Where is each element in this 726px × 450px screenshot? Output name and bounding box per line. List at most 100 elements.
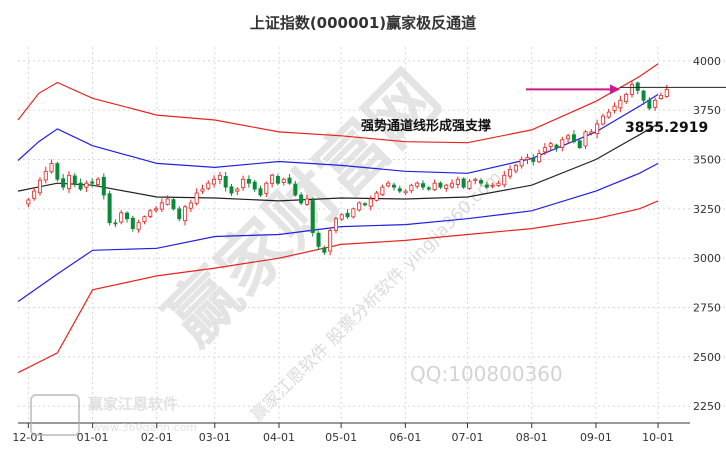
candle-body <box>484 184 489 188</box>
candle-body <box>583 131 588 147</box>
x-tick-label: 12-01 <box>12 431 44 444</box>
candle-body <box>653 99 658 108</box>
x-tick-label: 07-01 <box>452 431 484 444</box>
annotation-text: 强势通道线形成强支撑 <box>361 118 491 134</box>
y-tick-label: 3250 <box>693 203 721 216</box>
candle-body <box>275 176 280 184</box>
x-tick-label: 02-01 <box>141 431 173 444</box>
band-inner-lower <box>17 162 659 303</box>
candle-body <box>84 182 89 188</box>
y-tick-label: 2500 <box>693 351 721 364</box>
candle-body <box>641 90 646 101</box>
candle-body <box>119 212 124 223</box>
candle-body <box>548 143 553 147</box>
candle-body <box>374 192 379 201</box>
x-tick-label: 10-01 <box>642 431 674 444</box>
candle-body <box>450 182 455 188</box>
candle-body <box>444 184 449 189</box>
candle-body <box>43 170 48 181</box>
candle-body <box>293 183 298 196</box>
candle-body <box>595 123 600 135</box>
candle-body <box>502 174 507 186</box>
candle-body <box>432 182 437 191</box>
candle-body <box>322 247 327 253</box>
candle-body <box>467 180 472 189</box>
candle-body <box>542 147 547 153</box>
candle-body <box>618 99 623 109</box>
candle-body <box>473 178 478 181</box>
candle-body <box>107 193 112 224</box>
candle-body <box>78 182 83 190</box>
candle-body <box>125 212 130 220</box>
watermark-big: 赢家财富网 <box>150 55 455 360</box>
x-tick-label: 06-01 <box>389 431 421 444</box>
candle-body <box>519 159 524 167</box>
y-tick-label: 2250 <box>693 400 721 413</box>
candle-body <box>316 232 321 247</box>
candle-body <box>589 131 594 134</box>
candle-body <box>142 216 147 223</box>
candle-body <box>345 212 350 218</box>
candle-body <box>421 183 426 188</box>
candle-body <box>629 84 634 95</box>
candle-body <box>397 188 402 192</box>
y-tick-label: 3000 <box>693 252 721 265</box>
x-tick-label: 09-01 <box>580 431 612 444</box>
candle-body <box>258 188 263 196</box>
candle-body <box>235 188 240 192</box>
candle-body <box>281 178 286 183</box>
candle-body <box>61 178 66 188</box>
candle-body <box>177 208 182 220</box>
candle-body <box>357 202 362 211</box>
candle-body <box>624 93 629 103</box>
candle-body <box>438 182 443 188</box>
candle-body <box>554 144 559 149</box>
candle-body <box>90 181 95 184</box>
candle-body <box>26 199 31 205</box>
candle-body <box>130 217 135 229</box>
annotation: 强势通道线形成强支撑 3855.2919 <box>361 84 726 136</box>
candle-body <box>612 105 617 111</box>
candle-body <box>72 175 77 184</box>
candle-body <box>415 182 420 187</box>
y-tick-label: 3750 <box>693 104 721 117</box>
candle-body <box>66 174 71 189</box>
annotation-arrowhead <box>610 84 620 95</box>
candle-body <box>113 222 118 225</box>
candle-body <box>194 192 199 204</box>
candle-body <box>55 163 60 180</box>
candle-body <box>241 178 246 188</box>
logo-url: www.360gann.com <box>92 421 197 434</box>
candle-body <box>479 180 484 184</box>
candle-body <box>136 222 141 230</box>
candle-body <box>96 178 101 185</box>
candle-body <box>461 178 466 188</box>
candle-body <box>513 165 518 172</box>
candle-body <box>188 202 193 209</box>
candle-body <box>339 214 344 220</box>
candle-body <box>658 94 663 99</box>
candle-body <box>37 179 42 194</box>
candle-body <box>246 178 251 184</box>
candle-body <box>304 198 309 205</box>
watermark-qq: QQ:100800360 <box>410 362 563 386</box>
band-outer-lower <box>17 200 659 374</box>
candle-body <box>362 203 367 206</box>
x-tick-label: 08-01 <box>516 431 548 444</box>
x-tick-label: 01-01 <box>77 431 109 444</box>
candle-body <box>664 89 669 97</box>
candle-body <box>490 184 495 187</box>
logo-text: 赢家江恩软件 <box>88 395 178 413</box>
candle-body <box>159 202 164 210</box>
candle-body <box>165 198 170 205</box>
candle-body <box>148 210 153 217</box>
candle-body <box>537 153 542 163</box>
candle-body <box>380 186 385 196</box>
candle-body <box>299 194 304 204</box>
candle-body <box>577 140 582 149</box>
candle-body <box>223 176 228 188</box>
x-axis: 12-01 01-01 02-01 03-01 04-01 05-01 06-01 07-01… <box>12 422 690 444</box>
candle-body <box>606 111 611 118</box>
band-outer-upper <box>17 63 659 144</box>
